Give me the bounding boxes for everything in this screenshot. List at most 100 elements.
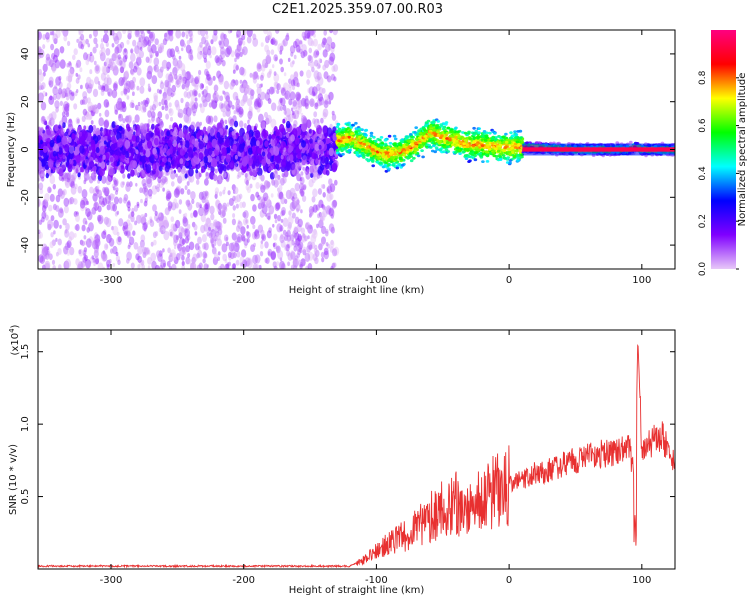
- spectrogram-cell: [240, 226, 246, 235]
- spectrogram-cell: [200, 224, 206, 234]
- spectrogram-cell: [73, 233, 77, 238]
- spectrogram-cell: [97, 262, 104, 269]
- spectrogram-cell: [291, 85, 296, 91]
- spectrogram-cell: [209, 127, 216, 137]
- spectrogram-cell: [323, 100, 329, 109]
- spectrogram-cell: [188, 167, 194, 177]
- spectrogram-cell: [228, 261, 231, 267]
- spectrogram-cell: [69, 196, 74, 205]
- spectrogram-cell: [81, 115, 86, 123]
- spectrogram-cell: [328, 56, 335, 66]
- spectrogram-cell: [45, 53, 51, 61]
- spectrogram-cell: [176, 243, 181, 249]
- spectrogram-cell: [153, 64, 159, 73]
- spectrogram-cell: [145, 56, 150, 63]
- spectrogram-cell: [287, 252, 293, 261]
- spectrogram-cell: [82, 108, 88, 116]
- spectrogram-cell: [100, 90, 105, 96]
- spectrogram-cell: [134, 114, 140, 123]
- spectrogram-cell: [147, 45, 152, 53]
- spectrogram-cell: [186, 91, 192, 99]
- spectrogram-cell: [200, 130, 204, 136]
- spectrogram-cell: [293, 54, 297, 60]
- spectrogram-cell: [186, 189, 191, 195]
- spectrogram-cell: [127, 126, 131, 132]
- spectrogram-cell: [320, 240, 325, 247]
- spectrogram-cell: [266, 212, 271, 220]
- spectrogram-cell: [76, 118, 80, 124]
- spectrogram-cell: [44, 193, 50, 202]
- spectrogram-cell: [304, 235, 308, 242]
- spectrogram-cell: [266, 230, 272, 239]
- spectrogram-cell: [75, 72, 79, 77]
- spectrogram-cell: [214, 168, 218, 174]
- spectrogram-cell: [180, 188, 185, 195]
- spectrogram-cell: [122, 118, 126, 124]
- spectrogram-cell: [69, 246, 75, 256]
- spectrogram-cell: [293, 71, 299, 80]
- spectrogram-cell: [317, 188, 322, 195]
- spectrogram-cell: [252, 224, 256, 230]
- spectrogram-cell: [208, 232, 213, 239]
- spectrogram-cell: [300, 227, 305, 235]
- spectrogram-cell: [322, 192, 326, 198]
- spectrogram-cell: [230, 252, 235, 258]
- spectrogram-cell: [314, 244, 318, 250]
- spectrogram-cell: [112, 225, 119, 236]
- spectrogram-cell: [130, 52, 136, 62]
- spectrogram-cell: [318, 219, 324, 229]
- spectrogram-cell: [245, 180, 249, 186]
- spectrogram-cell: [81, 224, 86, 232]
- spectrogram-cell: [270, 118, 277, 129]
- spectrogram-cell: [160, 259, 167, 269]
- spectrogram-cell: [68, 144, 75, 154]
- spectrogram-cell: [321, 257, 325, 263]
- spectrogram-cell: [328, 100, 332, 105]
- spectrogram-cell: [55, 76, 61, 86]
- spectrogram-cell: [48, 204, 53, 212]
- spectrogram-cell: [107, 233, 111, 240]
- spectrogram-cell: [140, 31, 146, 39]
- spectrogram-cell: [201, 36, 207, 45]
- spectrogram-cell: [210, 46, 217, 56]
- spectrogram-cell: [120, 66, 125, 74]
- spectrogram-cell: [61, 177, 65, 182]
- spectrogram-cell: [104, 83, 110, 92]
- spectrogram-cell: [198, 93, 201, 98]
- spectrogram-cell: [75, 154, 81, 164]
- spectrogram-cell: [41, 216, 45, 223]
- spectrogram-cell: [252, 254, 258, 265]
- spectrogram-cell: [106, 129, 111, 137]
- spectrogram-cell: [304, 103, 308, 108]
- spectrogram-cell: [185, 114, 192, 124]
- spectrogram-cell: [159, 81, 165, 90]
- spectrogram-cell: [209, 54, 212, 59]
- spectrogram-cell: [73, 198, 78, 205]
- spectrogram-cell: [205, 86, 209, 91]
- spectrogram-cell: [62, 154, 66, 160]
- spectrogram-cell: [52, 150, 57, 157]
- spectrogram-cell: [49, 95, 53, 101]
- spectrogram-cell: [282, 118, 286, 124]
- spectrogram-cell: [168, 124, 172, 130]
- spectrogram-cell: [323, 38, 327, 44]
- spectrogram-cell: [258, 174, 262, 179]
- spectrogram-cell: [78, 249, 82, 255]
- spectrogram-cell: [153, 239, 157, 246]
- spectrogram-cell: [93, 30, 98, 37]
- spectrogram-cell: [227, 190, 231, 196]
- spectrogram-cell: [313, 33, 316, 38]
- spectrogram-cell: [175, 173, 178, 178]
- spectrogram-cell: [77, 185, 83, 194]
- spectrogram-cell: [316, 223, 319, 229]
- spectrogram-cell: [159, 225, 166, 235]
- spectrogram-cell: [214, 225, 220, 233]
- spectrogram-cell: [196, 264, 202, 269]
- spectrogram-cell: [129, 81, 136, 91]
- spectrogram-cell: [74, 225, 78, 231]
- spectrogram-cell: [133, 205, 139, 212]
- spectrogram-cell: [267, 98, 272, 104]
- spectrogram-cell: [76, 89, 79, 93]
- spectrogram-cell: [253, 125, 257, 131]
- spectrogram-cell: [252, 204, 257, 212]
